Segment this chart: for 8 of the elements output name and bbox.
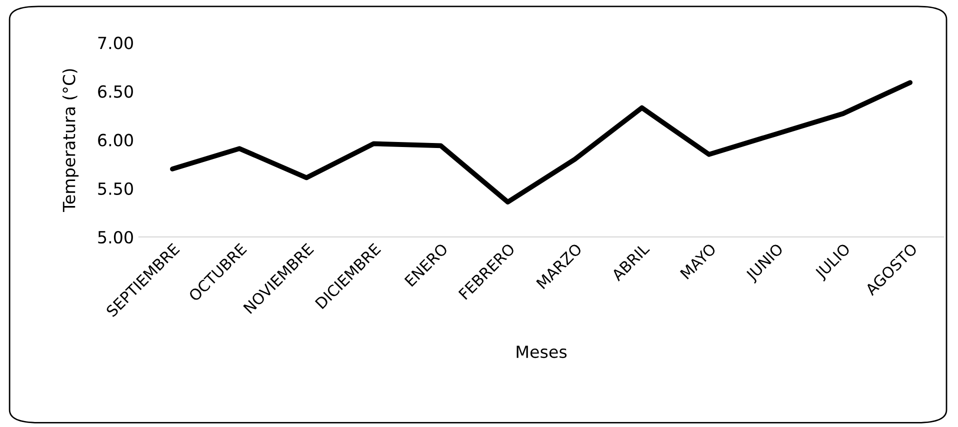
x-axis-title: Meses <box>516 346 567 358</box>
y-tick-label: 5.50 <box>98 182 133 195</box>
line-series <box>170 80 913 204</box>
y-axis-title: Temperatura (°C) <box>62 69 79 212</box>
y-tick-label: 5.00 <box>98 230 133 244</box>
y-tick-label: 7.00 <box>98 36 133 50</box>
y-tick-label: 6.50 <box>98 85 133 98</box>
y-tick-label: 6.00 <box>98 134 133 146</box>
